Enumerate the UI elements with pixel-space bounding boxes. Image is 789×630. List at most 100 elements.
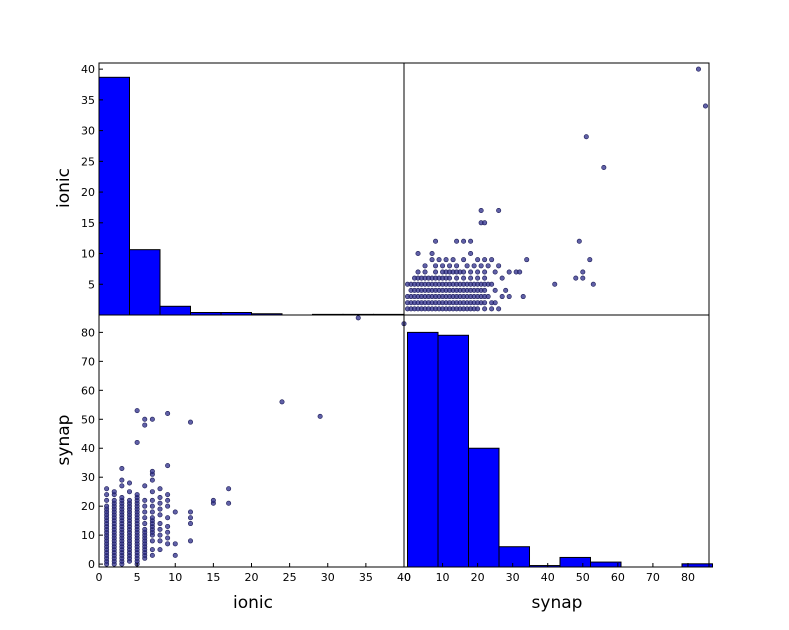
scatter-point-bottom-left [149, 468, 155, 474]
scatter-point-top-right [415, 269, 421, 275]
scatter-point-top-right [440, 263, 446, 269]
scatter-point-bottom-left [142, 416, 148, 422]
y-tick-label-ionic: 15 [81, 217, 95, 230]
scatter-point-bottom-left [165, 492, 171, 498]
scatter-point-top-right [482, 306, 488, 312]
x-tick-label-synap: 30 [506, 571, 520, 584]
scatter-point-bottom-left [188, 419, 194, 425]
x-tick-label-ionic: 15 [206, 571, 220, 584]
x-tick-label-synap: 20 [471, 571, 485, 584]
scatter-point-bottom-left [188, 538, 194, 544]
y-tick-label-synap: 70 [81, 355, 95, 368]
y-tick-label-ionic: 35 [81, 94, 95, 107]
scatter-point-top-right [503, 287, 509, 293]
scatter-point-top-right [482, 275, 488, 281]
x-tick-label-synap: 10 [436, 571, 450, 584]
synap-hist-bar [559, 556, 592, 568]
scatter-point-bottom-left [165, 529, 171, 535]
scatter-point-bottom-left [149, 552, 155, 558]
scatter-point-top-right [422, 263, 428, 269]
scatter-point-top-right [590, 281, 596, 287]
scatter-point-bottom-left [104, 503, 110, 509]
scatter-point-bottom-left [142, 521, 148, 527]
scatter-point-bottom-left [157, 486, 163, 492]
synap-hist-bar [590, 561, 622, 568]
scatter-point-bottom-left [149, 497, 155, 503]
scatter-point-top-right [587, 257, 593, 263]
scatter-point-bottom-left [157, 547, 163, 553]
scatter-point-top-right [601, 164, 607, 170]
scatter-point-bottom-left [157, 500, 163, 506]
scatter-point-top-right [485, 294, 491, 300]
scatter-point-top-right [576, 238, 582, 244]
scatter-point-bottom-left [279, 399, 285, 405]
scatter-point-top-right [422, 269, 428, 275]
ionic-hist-bar [159, 305, 191, 316]
scatter-point-bottom-left [149, 416, 155, 422]
y-tick-label-ionic: 25 [81, 155, 95, 168]
synap-hist-bar [437, 334, 470, 568]
scatter-point-top-right [496, 263, 502, 269]
y-tick-label-synap: 50 [81, 413, 95, 426]
scatter-point-top-right [450, 257, 456, 263]
axis-ticks: 0 5 10 15 20 25 30 35 400 10 20 30 40 50 60 70 805101520… [81, 63, 695, 584]
scatter-point-top-right [506, 269, 512, 275]
scatter-point-bottom-left [142, 509, 148, 515]
scatter-point-bottom-left [157, 494, 163, 500]
scatter-point-bottom-left [149, 477, 155, 483]
y-tick-label-synap: 20 [81, 500, 95, 513]
scatter-point-bottom-left [157, 506, 163, 512]
scatter-point-bottom-left [134, 492, 140, 498]
scatter-point-bottom-left [149, 489, 155, 495]
scatter-point-top-right [524, 257, 530, 263]
scatter-point-top-right [580, 275, 586, 281]
scatter-point-bottom-left [149, 503, 155, 509]
scatter-point-bottom-left [165, 463, 171, 469]
scatter-point-top-right [454, 263, 460, 269]
scatter-point-bottom-left [142, 515, 148, 521]
scatter-point-bottom-left [142, 483, 148, 489]
scatter-point-top-right [433, 263, 439, 269]
scatter-point-bottom-left [142, 503, 148, 509]
scatter-point-top-right [433, 238, 439, 244]
scatter-point-bottom-left [157, 521, 163, 527]
scatter-point-bottom-left [188, 509, 194, 515]
scatter-point-bottom-left [134, 408, 140, 414]
scatter-point-bottom-left [119, 494, 125, 500]
scatter-point-top-right [468, 238, 474, 244]
scatter-point-bottom-left [165, 523, 171, 529]
scatter-point-bottom-left [172, 552, 178, 558]
scatter-point-bottom-left [226, 486, 232, 492]
y-tick-label-synap: 80 [81, 326, 95, 339]
scatter-point-top-right [461, 238, 467, 244]
scatter-point-bottom-left [149, 547, 155, 553]
scatter-point-bottom-left [119, 477, 125, 483]
x-tick-label-ionic: 0 [96, 571, 103, 584]
y-tick-label-ionic: 40 [81, 63, 95, 76]
x-tick-label-synap: 40 [541, 571, 555, 584]
scatter-point-top-right [475, 275, 481, 281]
ionic-hist-bar [98, 76, 130, 316]
scatter-point-bottom-left [157, 526, 163, 532]
scatter-point-bottom-left [355, 315, 361, 321]
x-tick-label-ionic: 30 [321, 571, 335, 584]
scatter-point-top-right [496, 306, 502, 312]
x-tick-label-synap: 60 [611, 571, 625, 584]
scatter-point-top-right [482, 269, 488, 275]
scatter-point-bottom-left [111, 497, 117, 503]
scatter-point-top-right [475, 306, 481, 312]
x-tick-label-ionic: 40 [397, 571, 411, 584]
scatter-point-bottom-left [142, 422, 148, 428]
synap-vs-ionic-scatter-panel-bottom-left [104, 315, 407, 567]
x-tick-label-ionic: 5 [134, 571, 141, 584]
scatter-point-bottom-left [127, 489, 133, 495]
scatter-point-top-right [433, 269, 439, 275]
scatter-point-top-right [499, 294, 505, 300]
scatter-point-top-right [429, 251, 435, 257]
scatter-point-top-right [702, 103, 708, 109]
scatter-point-bottom-left [149, 538, 155, 544]
scatter-point-top-right [489, 257, 495, 263]
scatter-point-bottom-left [188, 515, 194, 521]
scatter-point-top-right [583, 134, 589, 140]
y-tick-label-synap: 10 [81, 529, 95, 542]
